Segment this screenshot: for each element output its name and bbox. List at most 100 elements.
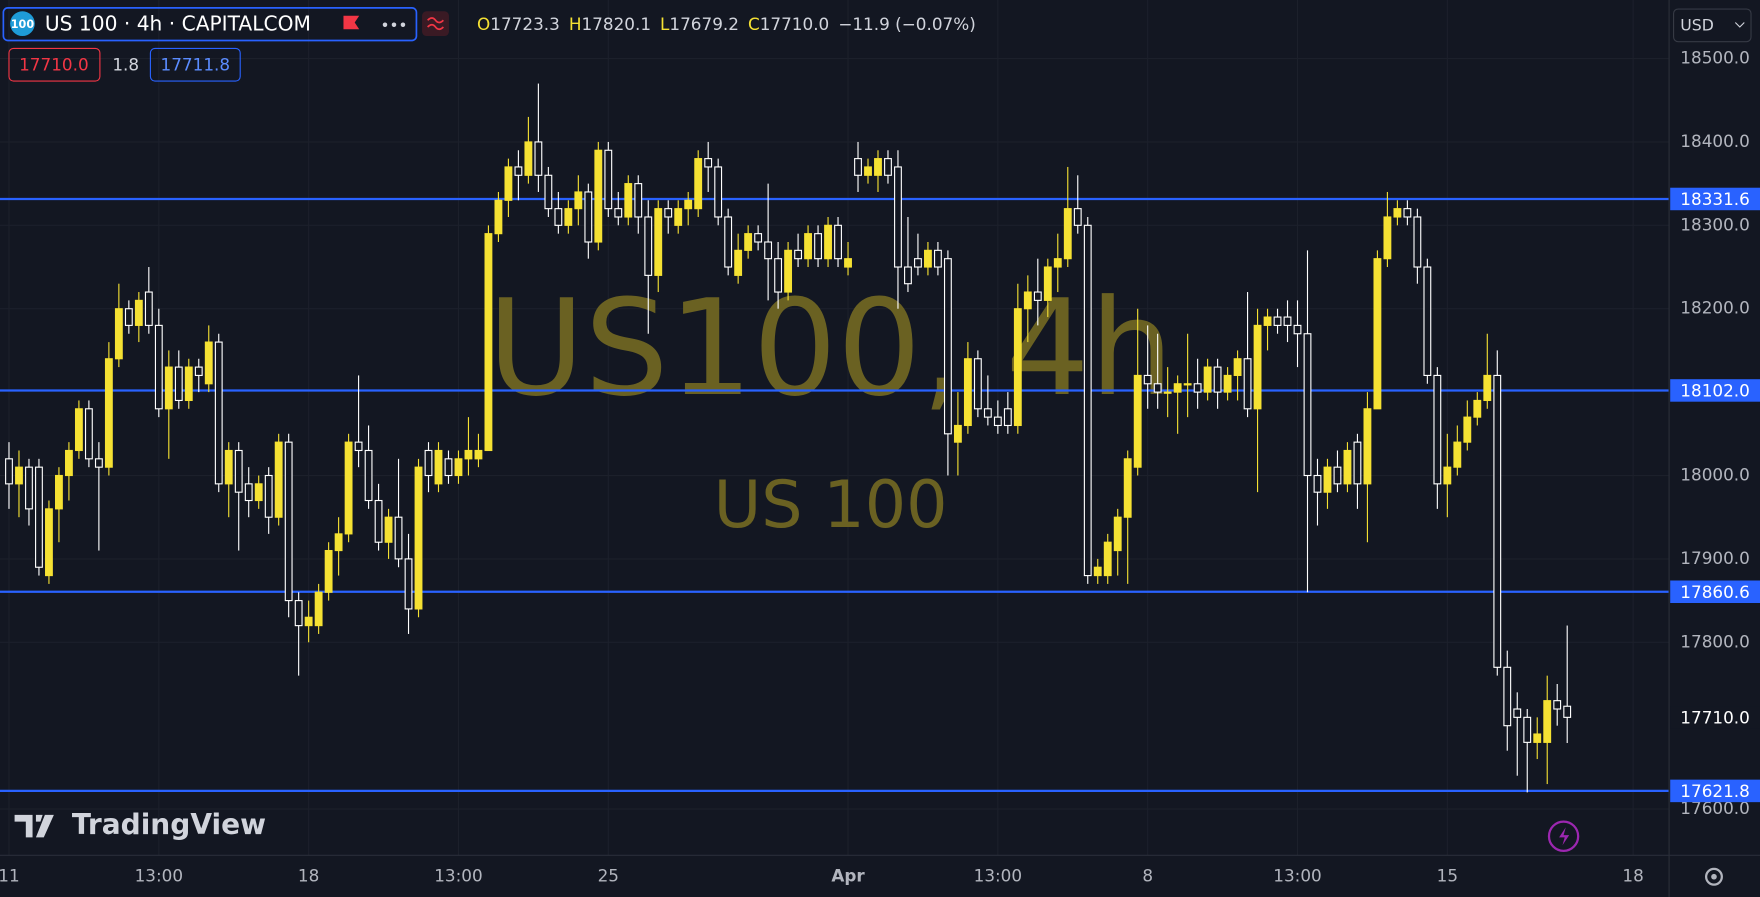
candle-body xyxy=(714,166,723,218)
chevron xyxy=(1734,22,1745,28)
candle-body xyxy=(334,533,343,552)
candle-body xyxy=(963,358,972,427)
candle-body xyxy=(694,158,703,210)
candle-body xyxy=(494,199,503,235)
candle-body xyxy=(394,516,403,560)
buy-box[interactable] xyxy=(149,47,241,82)
candle-body xyxy=(534,141,543,176)
candle-body xyxy=(1313,474,1322,493)
candle-body xyxy=(924,249,932,268)
candle-body xyxy=(704,158,713,168)
candle-body xyxy=(434,449,443,485)
candle-body xyxy=(1473,399,1482,418)
level-label: 18331.6 xyxy=(1680,189,1750,209)
candle-body xyxy=(744,233,753,251)
candle-body xyxy=(1233,358,1242,376)
candle-body xyxy=(1213,366,1222,393)
level-label: 17860.6 xyxy=(1680,582,1750,602)
candle-body xyxy=(1563,705,1572,718)
candle-body xyxy=(1513,708,1522,718)
candle-body xyxy=(1503,666,1512,727)
candle-body xyxy=(1153,383,1162,393)
candle-body xyxy=(914,258,922,268)
candle-body xyxy=(1463,416,1472,443)
candle-body xyxy=(1073,208,1082,226)
candle-body xyxy=(164,366,173,410)
candle-body xyxy=(94,458,103,468)
candle-body xyxy=(854,158,862,176)
alert-button[interactable] xyxy=(1547,820,1580,852)
candle-body xyxy=(344,441,353,535)
currency[interactable]: USD xyxy=(1680,15,1714,34)
indicator-button[interactable] xyxy=(422,11,449,37)
candles xyxy=(5,83,1572,793)
axes: 17600.0 17800.0 17900.0 18000.0 18200.0 18300… xyxy=(0,48,1760,886)
candle-body xyxy=(1163,391,1172,394)
candle-body xyxy=(1023,291,1032,310)
candle-body xyxy=(734,249,743,276)
x-tick-label: 13:00 xyxy=(135,866,183,886)
candle-body xyxy=(1353,441,1362,485)
candle-body xyxy=(644,216,653,276)
candle-body xyxy=(933,249,942,268)
candle-body xyxy=(214,341,223,485)
y-tick-label: 17600.0 xyxy=(1680,798,1750,818)
sell-box[interactable] xyxy=(8,47,101,82)
alert-icon xyxy=(1559,827,1570,846)
candle-body xyxy=(1433,374,1442,485)
candle-body xyxy=(1173,383,1182,393)
candle-body xyxy=(1323,466,1332,493)
candle-body xyxy=(484,233,493,452)
y-tick-label: 17800.0 xyxy=(1680,631,1750,651)
candle-body xyxy=(1013,308,1022,427)
candle-body xyxy=(874,158,882,176)
candle-body xyxy=(654,208,663,276)
candle-body xyxy=(1423,266,1432,376)
candle-body xyxy=(904,266,912,285)
flag-icon[interactable] xyxy=(343,15,360,30)
candle-body xyxy=(1343,449,1352,485)
currency-select[interactable] xyxy=(1673,8,1752,43)
symbol-title[interactable]: US 100 · 4h · CAPITALCOM xyxy=(45,11,311,35)
ohlc-key: L xyxy=(660,14,670,34)
candle-body xyxy=(444,458,453,477)
candle-body xyxy=(864,166,872,176)
ohlc-value: 17723.3 xyxy=(490,14,560,34)
candle-body xyxy=(1123,458,1132,518)
y-tick-label: 18000.0 xyxy=(1680,464,1750,484)
candle-body xyxy=(1483,374,1492,402)
candle-body xyxy=(1083,224,1092,577)
candle-body xyxy=(504,166,513,201)
symbol-box[interactable] xyxy=(2,7,418,42)
x-tick-label: 18 xyxy=(298,866,319,886)
candle-body xyxy=(224,449,233,485)
candle-body xyxy=(114,308,123,360)
candle-body xyxy=(514,166,523,176)
candle-body xyxy=(1553,700,1562,710)
sell-price[interactable]: 17710.0 xyxy=(19,54,89,74)
candle-body xyxy=(604,149,613,210)
x-tick-label: 8 xyxy=(1142,866,1153,886)
candle-body xyxy=(564,208,573,226)
candle-body xyxy=(794,249,803,260)
candle-body xyxy=(674,208,683,226)
candle-body xyxy=(983,408,992,418)
brand-name: TradingView xyxy=(72,808,266,841)
y-tick-label: 18400.0 xyxy=(1680,131,1750,151)
candle-body xyxy=(264,474,273,518)
candle-body xyxy=(1053,258,1062,268)
level-label: 18102.0 xyxy=(1680,381,1750,401)
candle-body xyxy=(1113,516,1122,552)
candle-body xyxy=(254,483,263,502)
more-icon[interactable] xyxy=(382,22,406,28)
buy-price[interactable]: 17711.8 xyxy=(161,54,231,74)
candle-body xyxy=(554,208,563,226)
settings-button[interactable] xyxy=(1704,867,1723,886)
x-tick-label: Apr xyxy=(831,866,865,886)
candle-body xyxy=(64,449,73,477)
candle-body xyxy=(1303,333,1312,477)
candle-body xyxy=(194,366,203,376)
level-label-box xyxy=(1670,379,1760,402)
